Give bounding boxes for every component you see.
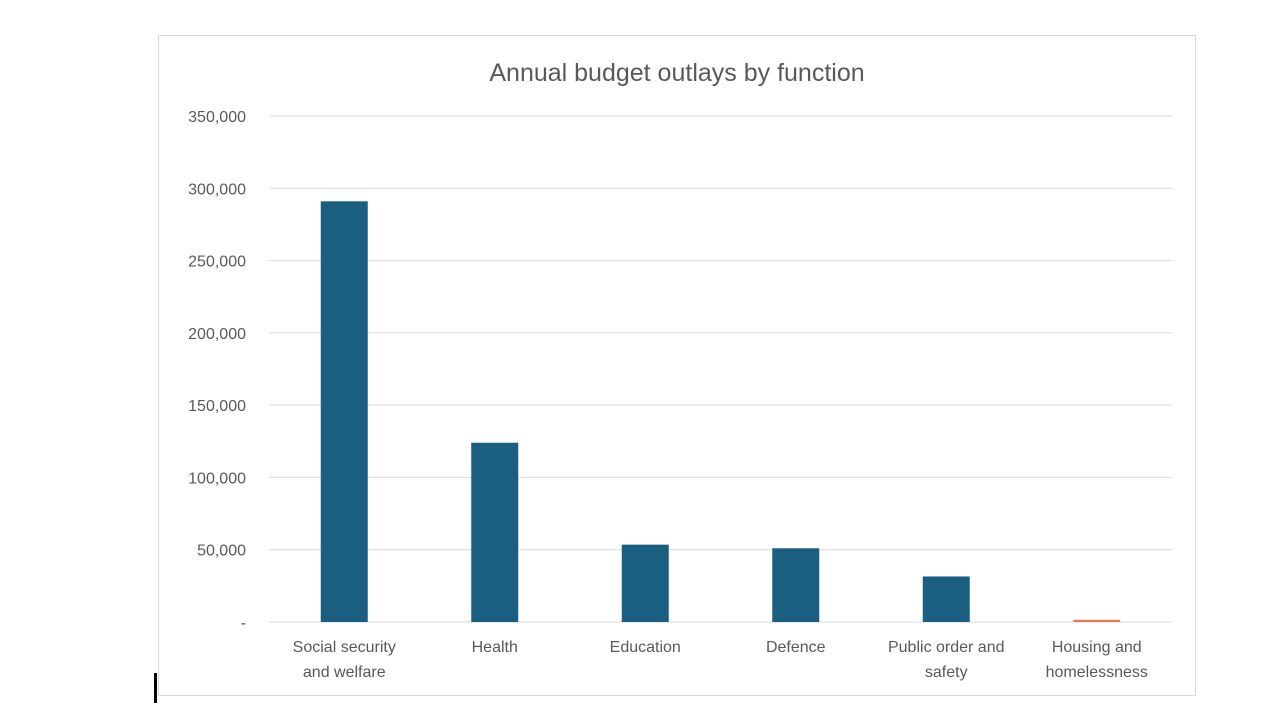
bar: [320, 201, 368, 622]
x-category-label: Education: [610, 639, 681, 656]
x-category-label: Social security and welfare: [293, 639, 396, 681]
text-cursor: [154, 673, 157, 703]
bars: [320, 201, 1121, 622]
bar: [1073, 619, 1121, 622]
gridlines: [269, 115, 1172, 623]
x-category-label: Defence: [766, 639, 826, 656]
bar: [621, 544, 669, 622]
x-category-label: Housing and homelessness: [1046, 639, 1148, 681]
y-tick-label: 100,000: [188, 470, 246, 487]
y-axis-tick-labels: - 50,000 100,000 150,000 200,000 250,000 300,0…: [188, 109, 246, 632]
y-tick-label: 50,000: [197, 543, 246, 560]
bar-chart: Annual budget outlays by function - 50,00…: [188, 59, 1172, 681]
y-tick-label: 350,000: [188, 109, 246, 126]
x-category-label: Public order and safety: [888, 639, 1005, 681]
chart-title: Annual budget outlays by function: [489, 59, 864, 87]
bar: [471, 442, 519, 622]
y-tick-label: 200,000: [188, 326, 246, 343]
y-tick-label: 300,000: [188, 181, 246, 198]
chart-container: Annual budget outlays by function - 50,00…: [158, 35, 1196, 696]
y-tick-label: 150,000: [188, 398, 246, 415]
bar: [772, 548, 820, 622]
x-axis-category-labels: Social security and welfare Health Educatio…: [293, 639, 1148, 681]
y-tick-label: 250,000: [188, 254, 246, 271]
bar: [922, 576, 970, 622]
x-category-label: Health: [472, 639, 518, 656]
y-tick-label: -: [241, 615, 246, 632]
